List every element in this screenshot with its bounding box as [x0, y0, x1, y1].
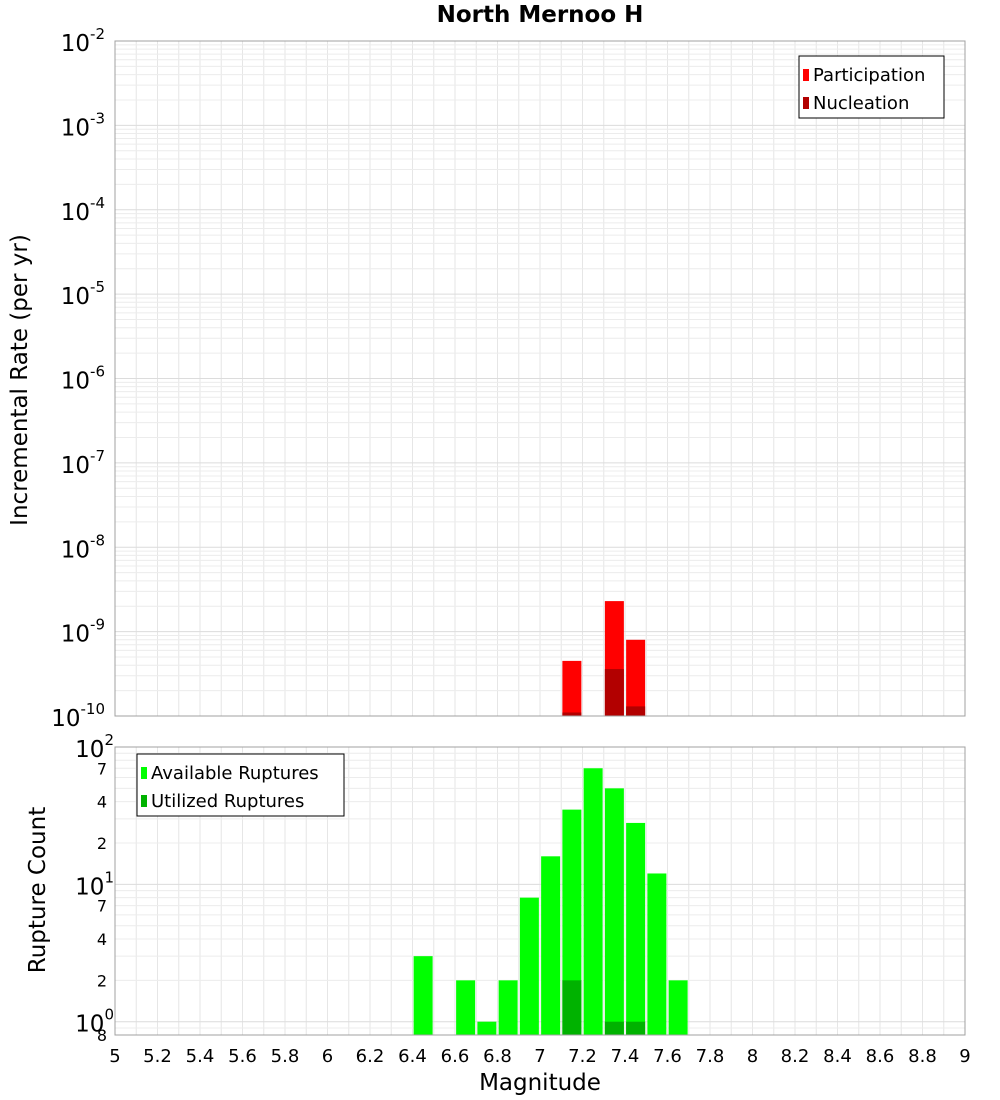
- top-y-axis-label: Incremental Rate (per yr): [7, 234, 33, 526]
- count-bar-available-ruptures: [413, 956, 433, 1035]
- y-tick-label: 10-5: [61, 278, 105, 310]
- y-tick-label: 100: [75, 1006, 114, 1038]
- x-tick-label: 9: [959, 1046, 970, 1067]
- legend: Available Ruptures Utilized Ruptures: [136, 753, 345, 817]
- y-tick-label: 10-7: [61, 447, 105, 479]
- y-tick-label: 102: [75, 731, 114, 763]
- x-tick-label: 7.6: [653, 1046, 682, 1067]
- x-tick-label: 6.6: [441, 1046, 470, 1067]
- y-tick-label: 10-8: [61, 531, 105, 563]
- y-tick-label: 10-4: [61, 194, 105, 226]
- y-tick-minor-label: 4: [97, 793, 107, 812]
- count-bar-available-ruptures: [456, 980, 476, 1035]
- x-tick-label: 8.2: [781, 1046, 810, 1067]
- legend-label: Participation: [813, 65, 925, 86]
- x-tick-label: 6.4: [398, 1046, 427, 1067]
- legend-label: Available Ruptures: [151, 763, 319, 784]
- count-bar-available-ruptures: [668, 980, 688, 1035]
- legend-label: Utilized Ruptures: [151, 791, 304, 812]
- count-bar-available-ruptures: [647, 873, 667, 1035]
- legend-box: [136, 753, 345, 817]
- count-bar-utilized-ruptures: [562, 980, 582, 1035]
- x-tick-label: 7.8: [696, 1046, 725, 1067]
- rate-bar-nucleation: [626, 706, 646, 716]
- count-bar-available-ruptures: [583, 768, 603, 1035]
- x-tick-label: 7.2: [568, 1046, 597, 1067]
- y-tick-label: 10-9: [61, 616, 105, 648]
- chart-title: North Mernoo H: [437, 2, 644, 28]
- x-tick-label: 5: [109, 1046, 120, 1067]
- y-tick-minor-label: 8: [97, 1026, 107, 1045]
- y-tick-minor-label: 4: [97, 930, 107, 949]
- y-tick-minor-label: 2: [97, 971, 107, 990]
- x-tick-label: 8.6: [866, 1046, 895, 1067]
- y-tick-minor-label: 2: [97, 834, 107, 853]
- x-tick-label: 5.2: [143, 1046, 172, 1067]
- top-plot-area: 10-2 10-3 10-4 10-5 10-6 10-7 10-8 10-9 10-10 Par…: [51, 25, 966, 732]
- y-tick-minor-label: 7: [97, 759, 107, 778]
- count-bar-available-ruptures: [562, 809, 582, 1035]
- legend-label: Nucleation: [813, 93, 909, 114]
- x-tick-label: 6.2: [356, 1046, 385, 1067]
- plot-border: [114, 40, 966, 717]
- rate-bar-participation: [626, 639, 646, 716]
- count-bar-available-ruptures: [477, 1021, 497, 1035]
- legend-swatch: [141, 767, 147, 779]
- x-tick-label: 8: [747, 1046, 758, 1067]
- legend-swatch: [803, 97, 809, 109]
- y-tick-label: 101: [75, 868, 114, 900]
- rate-bar-nucleation: [562, 712, 582, 716]
- count-bar-utilized-ruptures: [604, 1021, 624, 1035]
- count-bar-available-ruptures: [519, 897, 539, 1035]
- x-tick-label: 8.8: [908, 1046, 937, 1067]
- x-tick-label: 6.8: [483, 1046, 512, 1067]
- rate-bar-nucleation: [604, 669, 624, 716]
- x-tick-label: 7.4: [611, 1046, 640, 1067]
- legend: Participation Nucleation: [798, 55, 945, 119]
- y-tick-label: 10-2: [61, 25, 105, 57]
- y-tick-label: 10-6: [61, 363, 105, 395]
- count-bar-available-ruptures: [498, 980, 518, 1035]
- y-tick-label: 10-10: [51, 700, 105, 732]
- rate-bar-participation: [562, 660, 582, 716]
- y-tick-minor-label: 7: [97, 897, 107, 916]
- x-tick-label: 8.4: [823, 1046, 852, 1067]
- x-tick-label: 5.8: [271, 1046, 300, 1067]
- count-bar-available-ruptures: [541, 856, 561, 1035]
- count-bar-utilized-ruptures: [626, 1021, 646, 1035]
- x-tick-label: 5.4: [186, 1046, 215, 1067]
- legend-box: [798, 55, 945, 119]
- legend-swatch: [803, 69, 809, 81]
- legend-swatch: [141, 795, 147, 807]
- x-tick-label: 6: [322, 1046, 333, 1067]
- x-tick-label: 7: [534, 1046, 545, 1067]
- plot-border: [114, 746, 966, 1036]
- count-bar-available-ruptures: [626, 822, 646, 1035]
- x-tick-label: 5.6: [228, 1046, 257, 1067]
- bottom-y-axis-label: Rupture Count: [25, 807, 51, 973]
- count-bar-available-ruptures: [604, 788, 624, 1035]
- x-axis-label: Magnitude: [479, 1070, 601, 1096]
- y-tick-label: 10-3: [61, 109, 105, 141]
